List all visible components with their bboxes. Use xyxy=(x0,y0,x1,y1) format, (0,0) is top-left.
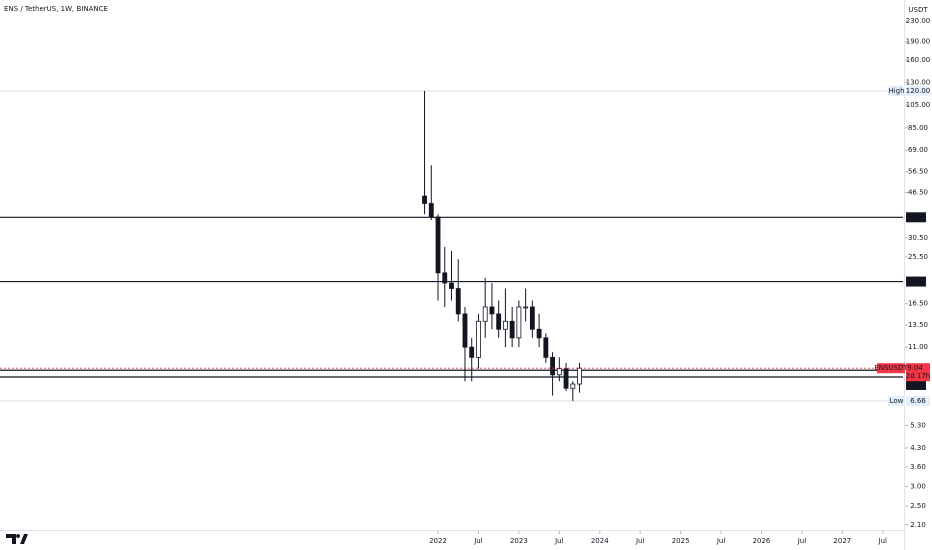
candle-body xyxy=(556,368,562,376)
y-tick-label: 69.00 xyxy=(908,146,928,154)
symbol-label: ENSUSDT xyxy=(874,364,908,372)
candle-body xyxy=(577,367,582,385)
y-tick-label: 16.50 xyxy=(908,300,928,308)
horizontal-line-label: 36.92 xyxy=(906,213,926,221)
y-tick-label: 130.00 xyxy=(906,78,931,86)
candle-body xyxy=(496,313,502,330)
high-label: High xyxy=(888,87,904,95)
low-value-box xyxy=(906,395,930,406)
y-tick-label: 230.00 xyxy=(906,17,931,25)
y-tick-label: 11.00 xyxy=(908,343,928,351)
horizontal-line-label: 8.33 xyxy=(908,381,924,389)
candle-body xyxy=(449,282,454,289)
candle-body xyxy=(563,368,569,389)
y-tick-label: 25.50 xyxy=(908,253,928,261)
y-tick-label: 30.50 xyxy=(908,234,928,242)
y-tick-label: 190.00 xyxy=(906,38,931,46)
horizontal-line-label: 20.28 xyxy=(906,278,926,286)
x-tick-label: Jul xyxy=(635,537,645,545)
x-tick-label: Jul xyxy=(797,537,807,545)
horizontal-line-box xyxy=(906,276,926,287)
x-tick-label: Jul xyxy=(554,537,564,545)
candle-body xyxy=(476,320,481,358)
low-label: Low xyxy=(890,397,904,405)
candle-body xyxy=(550,356,556,376)
y-tick-label: 2.50 xyxy=(910,502,926,510)
currency-label: USDT xyxy=(908,6,928,14)
candle-body xyxy=(482,306,488,322)
high-value-box xyxy=(906,85,930,96)
chart-title: ENS / TetherUS, 1W, BINANCE xyxy=(4,5,108,13)
candle-body xyxy=(529,306,535,330)
candle-body xyxy=(489,306,495,315)
high-label-box xyxy=(888,85,905,96)
y-tick-label: 2.10 xyxy=(910,521,926,529)
high-value-label: 120.00 xyxy=(906,87,931,95)
symbol-box xyxy=(877,363,905,374)
candle-body xyxy=(536,328,542,339)
y-tick-label: 85.00 xyxy=(908,124,928,132)
y-tick-label: 3.00 xyxy=(910,483,926,491)
x-tick-label: 2027 xyxy=(833,537,851,545)
candle-body xyxy=(502,320,508,330)
y-tick-label: 4.30 xyxy=(910,444,926,452)
candle-body xyxy=(435,216,441,274)
candle-body xyxy=(570,383,576,389)
horizontal-line-box xyxy=(906,212,926,223)
candle-body xyxy=(455,288,461,315)
candle-body xyxy=(516,306,522,339)
tv-logo xyxy=(6,534,28,544)
x-tick-label: Jul xyxy=(473,537,483,545)
x-tick-label: Jul xyxy=(716,537,726,545)
x-tick-label: 2025 xyxy=(672,537,690,545)
horizontal-line-box xyxy=(906,379,926,390)
low-label-box xyxy=(888,395,905,406)
y-tick-label: 5.30 xyxy=(910,421,926,429)
candle-body xyxy=(509,320,515,339)
candle-body xyxy=(442,272,448,284)
candle-body xyxy=(462,313,468,348)
y-tick-label: 46.50 xyxy=(908,189,928,197)
candle-body xyxy=(523,306,529,309)
last-price-box xyxy=(906,363,930,382)
x-tick-label: 2022 xyxy=(429,537,447,545)
x-tick-label: 2023 xyxy=(510,537,528,545)
x-tick-label: 2024 xyxy=(591,537,609,545)
x-tick-label: Jul xyxy=(878,537,888,545)
y-tick-label: 56.50 xyxy=(908,168,928,176)
y-tick-label: 13.50 xyxy=(908,321,928,329)
x-tick-label: 2026 xyxy=(753,537,771,545)
last-price-label: 9.04 xyxy=(907,364,923,372)
y-tick-label: 3.60 xyxy=(910,463,926,471)
y-tick-label: 105.00 xyxy=(906,101,931,109)
candle-body xyxy=(422,195,427,204)
candle-body xyxy=(543,337,549,358)
candle-body xyxy=(469,346,475,358)
y-tick-label: 160.00 xyxy=(906,56,931,64)
countdown-label: 2d 17h xyxy=(906,372,930,380)
candle-body xyxy=(428,203,434,218)
low-value-label: 6.66 xyxy=(910,397,926,405)
